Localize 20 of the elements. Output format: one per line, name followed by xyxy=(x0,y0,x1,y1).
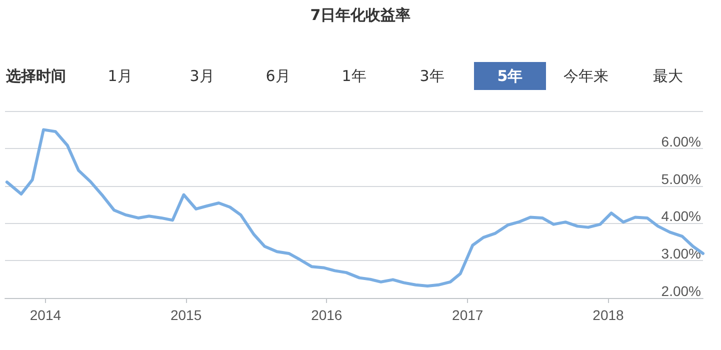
text: 最大 xyxy=(652,66,684,87)
y-tick-label: 5.00% xyxy=(661,170,701,187)
text: 1月 xyxy=(106,66,134,87)
text: 6月 xyxy=(264,66,292,87)
y-tick-label: 6.00% xyxy=(661,133,701,150)
text: 选择时间 xyxy=(6,66,67,87)
x-tick-label: 2017 xyxy=(452,307,484,323)
x-tick-label: 2014 xyxy=(30,307,62,323)
x-tick-label: 2016 xyxy=(311,307,342,323)
text: 今年来 xyxy=(562,66,610,87)
x-tick-label: 2018 xyxy=(592,307,624,323)
y-tick-label: 2.00% xyxy=(661,283,701,299)
text: 5年 xyxy=(474,62,546,90)
text: 3月 xyxy=(188,66,216,87)
x-tick-label: 2015 xyxy=(170,307,202,323)
y-tick-label: 3.00% xyxy=(661,246,701,262)
text: 1年 xyxy=(340,66,368,87)
y-tick-label: 4.00% xyxy=(661,208,701,224)
chart-title: 7日年化收益率 xyxy=(309,6,412,25)
text: 3年 xyxy=(418,66,446,87)
